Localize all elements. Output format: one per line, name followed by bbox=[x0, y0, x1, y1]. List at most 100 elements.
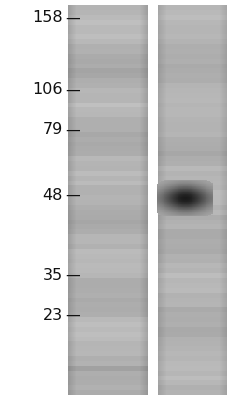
Bar bbox=[199, 191, 200, 192]
Bar bbox=[187, 187, 188, 188]
Bar bbox=[169, 202, 170, 203]
Bar bbox=[194, 188, 195, 189]
Bar bbox=[68, 376, 147, 380]
Bar bbox=[162, 203, 163, 204]
Bar bbox=[68, 64, 147, 68]
Bar bbox=[156, 211, 157, 212]
Bar bbox=[207, 212, 208, 213]
Bar bbox=[156, 180, 212, 181]
Bar bbox=[176, 203, 177, 204]
Bar bbox=[201, 209, 202, 210]
Bar bbox=[176, 182, 177, 183]
Bar bbox=[205, 214, 206, 215]
Bar bbox=[185, 196, 186, 197]
Bar bbox=[209, 198, 210, 199]
Bar bbox=[195, 200, 196, 201]
Bar bbox=[194, 184, 195, 185]
Bar bbox=[164, 186, 165, 187]
Bar bbox=[180, 182, 181, 183]
Bar bbox=[192, 208, 193, 209]
Bar bbox=[182, 202, 183, 203]
Bar bbox=[174, 208, 175, 209]
Bar bbox=[179, 187, 180, 188]
Bar bbox=[181, 215, 182, 216]
Bar bbox=[172, 184, 173, 185]
Bar bbox=[73, 5, 74, 395]
Bar bbox=[191, 210, 192, 211]
Bar bbox=[168, 181, 169, 182]
Bar bbox=[181, 186, 182, 187]
Bar bbox=[178, 203, 179, 204]
Bar bbox=[176, 213, 177, 214]
Bar bbox=[207, 191, 208, 192]
Bar bbox=[192, 182, 193, 183]
Text: —: — bbox=[65, 82, 79, 98]
Bar bbox=[167, 192, 168, 193]
Bar bbox=[180, 197, 181, 198]
Bar bbox=[175, 183, 176, 184]
Bar bbox=[160, 196, 161, 197]
Bar bbox=[192, 185, 193, 186]
Bar bbox=[188, 191, 189, 192]
Bar bbox=[165, 186, 166, 187]
Bar bbox=[181, 211, 182, 212]
Bar bbox=[190, 206, 191, 207]
Bar bbox=[184, 210, 185, 211]
Bar bbox=[204, 187, 205, 188]
Bar bbox=[190, 192, 191, 193]
Bar bbox=[174, 199, 175, 200]
Bar bbox=[172, 202, 173, 203]
Bar bbox=[157, 180, 227, 185]
Bar bbox=[159, 195, 160, 196]
Bar bbox=[207, 213, 208, 214]
Bar bbox=[210, 183, 211, 184]
Bar bbox=[178, 188, 179, 189]
Bar bbox=[167, 191, 168, 192]
Bar bbox=[68, 332, 147, 336]
Bar bbox=[199, 204, 200, 205]
Bar bbox=[158, 192, 159, 193]
Bar bbox=[158, 199, 159, 200]
Bar bbox=[170, 191, 171, 192]
Bar bbox=[162, 207, 163, 208]
Bar bbox=[205, 211, 206, 212]
Bar bbox=[172, 185, 173, 186]
Bar bbox=[195, 209, 196, 210]
Bar bbox=[174, 215, 175, 216]
Bar bbox=[201, 204, 202, 205]
Bar bbox=[157, 44, 227, 49]
Bar bbox=[184, 195, 185, 196]
Bar bbox=[203, 200, 204, 201]
Bar bbox=[162, 196, 163, 197]
Bar bbox=[223, 5, 224, 395]
Bar bbox=[195, 215, 196, 216]
Bar bbox=[160, 193, 161, 194]
Bar bbox=[171, 210, 172, 211]
Bar bbox=[191, 193, 192, 194]
Bar bbox=[167, 206, 168, 207]
Bar bbox=[206, 212, 207, 213]
Bar bbox=[196, 199, 197, 200]
Bar bbox=[168, 210, 169, 211]
Bar bbox=[195, 211, 196, 212]
Bar bbox=[193, 210, 194, 211]
Bar bbox=[183, 194, 184, 195]
Bar bbox=[159, 189, 160, 190]
Bar bbox=[156, 204, 212, 205]
Bar bbox=[171, 211, 172, 212]
Bar bbox=[181, 198, 182, 199]
Bar bbox=[209, 187, 210, 188]
Bar bbox=[166, 184, 167, 185]
Bar bbox=[157, 59, 227, 64]
Bar bbox=[157, 200, 158, 201]
Bar bbox=[208, 198, 209, 199]
Bar bbox=[168, 192, 169, 193]
Bar bbox=[202, 206, 203, 207]
Bar bbox=[173, 188, 174, 189]
Bar bbox=[68, 117, 147, 122]
Bar bbox=[68, 180, 147, 185]
Bar bbox=[188, 188, 189, 189]
Bar bbox=[201, 203, 202, 204]
Bar bbox=[198, 195, 199, 196]
Bar bbox=[164, 194, 165, 195]
